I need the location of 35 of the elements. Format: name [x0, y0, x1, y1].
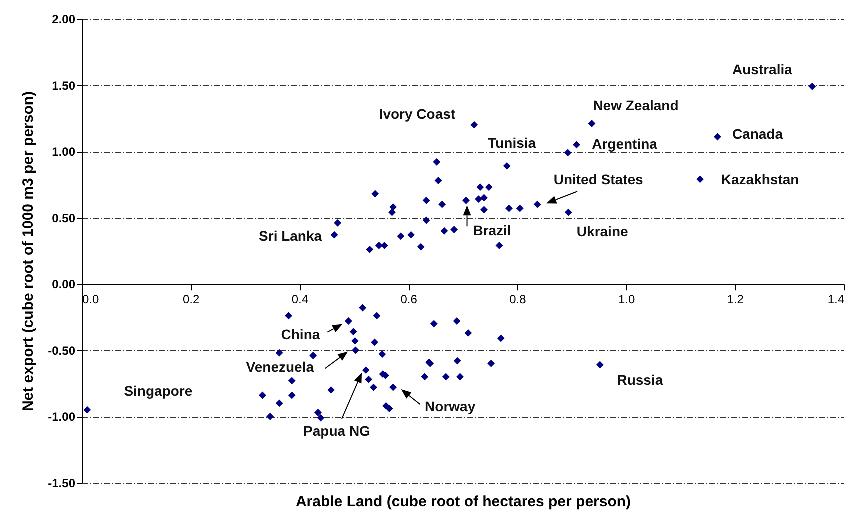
y-axis-title: Net export (cube root of 1000 m3 per person) [20, 91, 38, 412]
annotation: Papua NG [304, 423, 371, 439]
annotation: Singapore [124, 383, 193, 400]
x-tick-label: 0.8 [510, 292, 527, 307]
annotation: Ukraine [576, 224, 628, 240]
annotation: Kazakhstan [721, 171, 800, 188]
x-tick-label: 1.4 [828, 292, 845, 307]
x-tick-label: 0.4 [292, 292, 309, 307]
annotation: Norway [425, 398, 476, 415]
annotation: Venezuela [246, 358, 314, 375]
x-tick-label: 1.0 [618, 292, 636, 307]
annotation: New Zealand [593, 98, 679, 114]
annotation: Canada [732, 126, 784, 142]
x-tick-label: 0.2 [183, 292, 200, 307]
y-tick-label: 0.00 [52, 278, 76, 292]
x-tick-label: 0.6 [400, 292, 418, 307]
annotation: Australia [732, 62, 793, 78]
annotation: Argentina [592, 136, 658, 152]
annotation: Brazil [473, 222, 512, 239]
x-tick-label: 0.0 [82, 292, 100, 307]
y-tick-label: -1.00 [48, 410, 76, 424]
x-tick-label: 1.2 [727, 292, 744, 307]
annotation: Tunisia [488, 135, 536, 152]
y-tick-label: -1.50 [48, 476, 76, 490]
y-tick-label: -0.50 [48, 344, 76, 358]
annotation: Ivory Coast [379, 106, 456, 122]
annotation: Russia [617, 372, 664, 388]
y-tick-label: 1.00 [52, 145, 76, 160]
annotation: United States [554, 172, 644, 188]
annotation: Sri Lanka [259, 228, 322, 244]
y-tick-label: 0.50 [52, 211, 76, 226]
y-tick-label: 2.00 [52, 12, 76, 26]
y-tick-label: 1.50 [52, 78, 76, 93]
x-axis-title: Arable Land (cube root of hectares per person) [296, 494, 632, 510]
annotation: China [281, 326, 320, 342]
